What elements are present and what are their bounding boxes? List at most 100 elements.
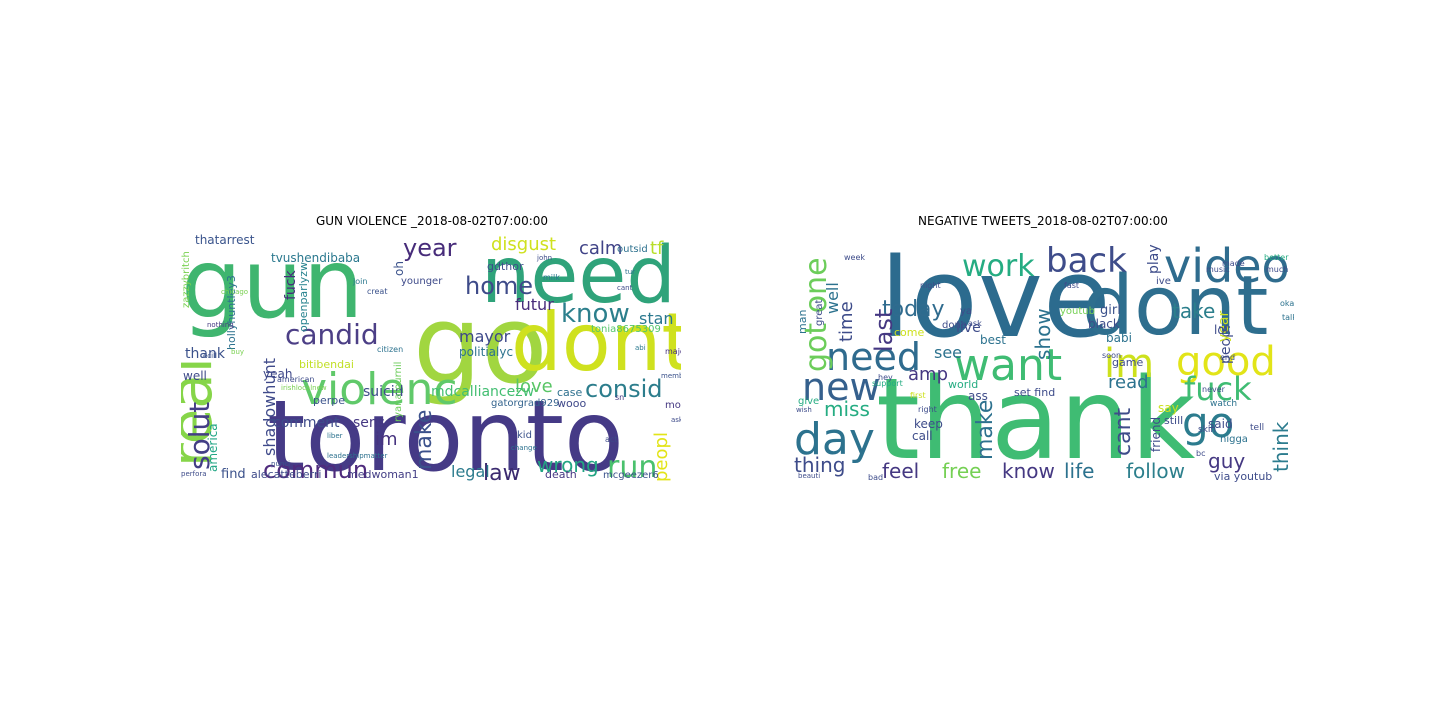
word-life: life bbox=[1064, 459, 1094, 482]
word-real: real bbox=[181, 357, 225, 467]
word-day: day bbox=[794, 414, 875, 465]
word-today: today bbox=[882, 297, 945, 322]
word-go: go bbox=[413, 283, 548, 408]
word-year: year bbox=[1216, 311, 1232, 342]
word-got-one: got one bbox=[799, 257, 834, 372]
word-soon: soon bbox=[1102, 351, 1121, 360]
word-back: back bbox=[1046, 241, 1127, 281]
word-citizen: citizen bbox=[377, 345, 403, 354]
word-come: come bbox=[894, 326, 924, 339]
word-via-youtub: via youtub bbox=[1214, 470, 1272, 482]
word-said: said bbox=[1208, 417, 1233, 431]
word-law: law bbox=[483, 461, 521, 482]
word-show: show bbox=[1031, 308, 1055, 360]
word-thank: thank bbox=[185, 346, 226, 362]
word-im: im bbox=[1104, 341, 1154, 387]
word-keep: keep bbox=[914, 417, 943, 431]
word-end: end bbox=[1220, 353, 1235, 362]
word-go: go bbox=[1182, 398, 1234, 447]
word-first: first bbox=[910, 391, 926, 400]
word-still: still bbox=[1164, 414, 1183, 427]
word-know: know bbox=[1002, 459, 1055, 482]
word-free: free bbox=[942, 459, 981, 482]
word-tonia8675309: tonia8675309 bbox=[591, 324, 661, 335]
word-better: better bbox=[1264, 253, 1289, 262]
word-change: change bbox=[511, 444, 537, 452]
word-music: music bbox=[1206, 265, 1230, 274]
word-violenc: violenc bbox=[301, 364, 458, 415]
word-zazzybritch: zazzybritch bbox=[181, 251, 192, 308]
word-ecill: ecill bbox=[203, 352, 217, 360]
word-new: new bbox=[802, 365, 881, 409]
word-calm: calm bbox=[579, 238, 622, 259]
word-wish: wish bbox=[796, 406, 812, 414]
word-right: right bbox=[918, 405, 937, 414]
word-find: find bbox=[221, 467, 246, 482]
word-dont: dont bbox=[1082, 259, 1268, 354]
word-oh: oh bbox=[392, 261, 406, 276]
word-im: im bbox=[375, 429, 398, 450]
word-politialyc: politialyc bbox=[459, 345, 513, 359]
word-yeah: yeah bbox=[263, 367, 292, 381]
word-know: know bbox=[561, 299, 630, 329]
word-world: world bbox=[948, 378, 978, 391]
word-beauti: beauti bbox=[798, 472, 820, 480]
word-perpe: perpe bbox=[313, 394, 345, 407]
word-cant: cant bbox=[617, 284, 633, 292]
word-thing: thing bbox=[794, 453, 845, 477]
word-well: well bbox=[823, 282, 842, 314]
word-toronto: toronto bbox=[267, 380, 624, 482]
word-thank: thank bbox=[876, 355, 1196, 482]
word-watch: watch bbox=[1210, 399, 1237, 409]
word-sn: sn bbox=[615, 393, 624, 402]
word-support: support bbox=[872, 379, 903, 388]
word-mayor: mayor bbox=[459, 327, 511, 346]
word-abi: abi bbox=[635, 344, 646, 352]
word-home: home bbox=[465, 272, 533, 300]
word-babi: babi bbox=[1106, 331, 1132, 345]
word-join: join bbox=[352, 277, 367, 286]
word-chicago: chicago bbox=[221, 288, 248, 296]
word-think: think bbox=[1269, 421, 1293, 472]
word-say: say bbox=[1158, 401, 1179, 415]
word-well: well bbox=[183, 369, 207, 383]
word-fuck: fuck bbox=[1184, 370, 1252, 408]
word-act: act bbox=[605, 435, 617, 444]
word-liber: liber bbox=[327, 432, 343, 440]
word-mdcalliancezw: mdcalliancezw bbox=[431, 384, 534, 400]
word-ryanafournil: ryanafournil bbox=[393, 362, 404, 422]
word-candid: candid bbox=[285, 318, 379, 351]
word-comment: comment bbox=[273, 415, 340, 431]
word-year: year bbox=[403, 234, 457, 262]
word-major: major bbox=[665, 347, 681, 356]
word-john: john bbox=[536, 254, 552, 262]
word-need: need bbox=[826, 335, 921, 379]
word-want: want bbox=[954, 340, 1062, 391]
word-talk: talk bbox=[1282, 313, 1294, 322]
word-bitibendai: bitibendai bbox=[299, 358, 354, 371]
word-peopl: peopl bbox=[1218, 325, 1234, 364]
word-disgust: disgust bbox=[491, 234, 556, 255]
word-death: death bbox=[545, 468, 577, 481]
word-last: last bbox=[870, 309, 898, 352]
word-run: run bbox=[607, 450, 657, 482]
word-make: make bbox=[412, 410, 437, 470]
word-legal: legal bbox=[451, 462, 490, 481]
word-leadershipmatter: leadershipmatter bbox=[327, 452, 388, 460]
word-gun: gun bbox=[181, 232, 364, 340]
word-buy: buy bbox=[231, 348, 244, 356]
word-miss: miss bbox=[824, 397, 870, 421]
word-sens: sens bbox=[353, 415, 385, 431]
word-peopl: peopl bbox=[651, 432, 672, 482]
word-hollyhuntley3: hollyhuntley3 bbox=[225, 275, 238, 350]
word-make: make bbox=[973, 400, 998, 460]
word-game: game bbox=[1112, 356, 1143, 369]
word-ask: ask bbox=[968, 319, 982, 328]
word-take: take bbox=[1172, 299, 1215, 323]
word-great: great bbox=[814, 299, 825, 326]
word-tell: tell bbox=[1250, 423, 1264, 433]
word-love: love bbox=[880, 234, 1111, 362]
word-read: read bbox=[1108, 372, 1149, 393]
